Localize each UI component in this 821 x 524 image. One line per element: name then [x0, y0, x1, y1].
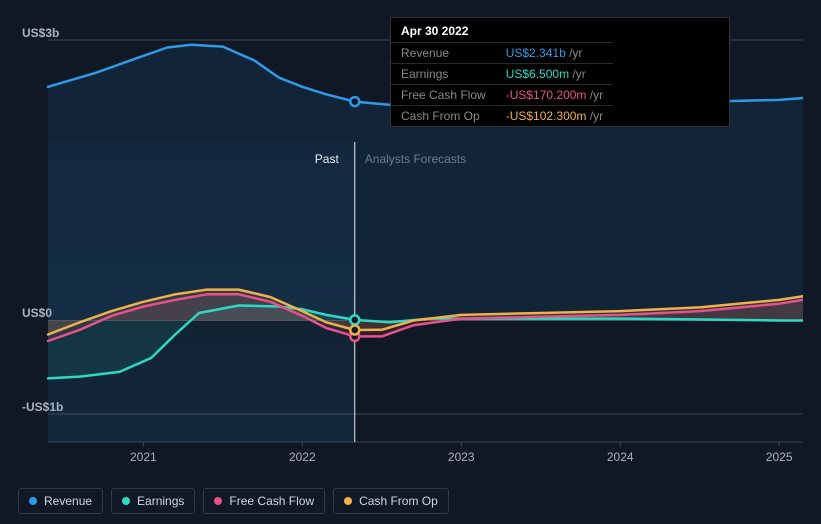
legend-label: Earnings — [137, 494, 184, 508]
legend: Revenue Earnings Free Cash Flow Cash From O… — [18, 488, 449, 514]
x-axis-label: 2024 — [607, 450, 634, 464]
y-axis-label: US$3b — [22, 26, 59, 40]
tooltip-date: Apr 30 2022 — [391, 18, 729, 42]
legend-label: Cash From Op — [359, 494, 438, 508]
forecast-label: Analysts Forecasts — [365, 152, 466, 166]
legend-item-earnings[interactable]: Earnings — [111, 488, 195, 514]
x-axis-label: 2022 — [289, 450, 316, 464]
legend-label: Free Cash Flow — [229, 494, 314, 508]
legend-dot-icon — [214, 497, 222, 505]
tooltip-row: Cash From Op -US$102.300m /yr — [391, 106, 613, 127]
legend-item-cash-from-op[interactable]: Cash From Op — [333, 488, 449, 514]
chart-tooltip: Apr 30 2022 Revenue US$2.341b /yrEarning… — [390, 17, 730, 127]
past-label: Past — [315, 152, 339, 166]
legend-item-free-cash-flow[interactable]: Free Cash Flow — [203, 488, 325, 514]
tooltip-row: Revenue US$2.341b /yr — [391, 43, 613, 64]
legend-label: Revenue — [44, 494, 92, 508]
hover-marker-cash-from-op — [350, 326, 359, 335]
legend-dot-icon — [344, 497, 352, 505]
x-axis-label: 2021 — [130, 450, 157, 464]
y-axis-label: US$0 — [22, 306, 52, 320]
tooltip-row-label: Free Cash Flow — [391, 85, 496, 106]
hover-marker-revenue — [350, 97, 359, 106]
y-axis-label: -US$1b — [22, 400, 63, 414]
hover-marker-earnings — [350, 315, 359, 324]
tooltip-row-label: Cash From Op — [391, 106, 496, 127]
tooltip-row-label: Earnings — [391, 64, 496, 85]
tooltip-row-value: -US$102.300m /yr — [496, 106, 613, 127]
x-axis-label: 2023 — [448, 450, 475, 464]
x-axis-label: 2025 — [766, 450, 793, 464]
tooltip-row-value: -US$170.200m /yr — [496, 85, 613, 106]
tooltip-row-value: US$2.341b /yr — [496, 43, 613, 64]
tooltip-row-label: Revenue — [391, 43, 496, 64]
legend-item-revenue[interactable]: Revenue — [18, 488, 103, 514]
legend-dot-icon — [29, 497, 37, 505]
tooltip-row-value: US$6.500m /yr — [496, 64, 613, 85]
tooltip-row: Free Cash Flow -US$170.200m /yr — [391, 85, 613, 106]
tooltip-row: Earnings US$6.500m /yr — [391, 64, 613, 85]
legend-dot-icon — [122, 497, 130, 505]
